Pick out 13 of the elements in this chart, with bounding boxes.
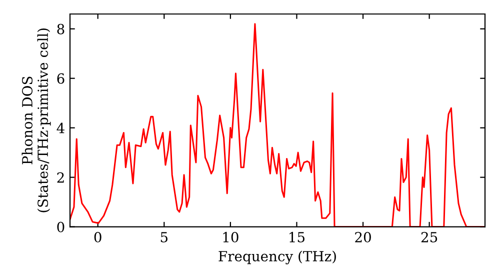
y-tick-label: 4	[56, 122, 64, 134]
y-tick-label: 2	[57, 172, 64, 183]
y-tick-label: 0	[57, 222, 64, 232]
x-tick-label: 20	[355, 232, 371, 242]
x-tick-label: 10	[223, 232, 238, 242]
y-tick-label: 6	[57, 73, 64, 84]
x-tick-label: 25	[421, 232, 438, 242]
x-tick-label: 15	[290, 232, 304, 242]
y-axis-title: Phonon DOS (States/THz·primitive cell)	[22, 28, 51, 212]
y-tick-label: 8	[57, 24, 64, 34]
x-axis-title: Frequency (THz)	[218, 250, 336, 264]
x-tick-label: 0	[94, 232, 102, 242]
x-tick-label: 5	[160, 232, 168, 242]
